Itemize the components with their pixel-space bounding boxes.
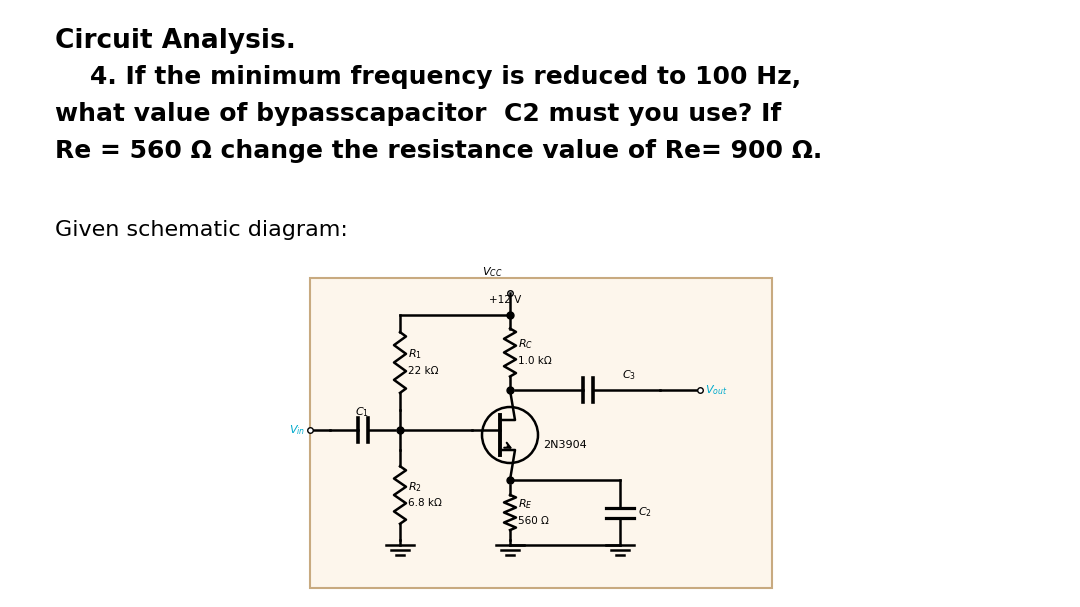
Text: 6.8 kΩ: 6.8 kΩ	[408, 498, 442, 508]
Text: +12 V: +12 V	[489, 295, 522, 305]
Text: $R_2$: $R_2$	[408, 480, 422, 494]
Text: $V_{out}$: $V_{out}$	[705, 383, 728, 397]
Text: $C_3$: $C_3$	[622, 368, 636, 382]
Text: what value of bypasscapacitor  C2 must you use? If: what value of bypasscapacitor C2 must yo…	[55, 102, 781, 126]
Text: $C_1$: $C_1$	[355, 405, 369, 419]
Text: $R_C$: $R_C$	[518, 337, 534, 351]
Text: $C_2$: $C_2$	[638, 506, 652, 520]
Text: 2N3904: 2N3904	[543, 440, 586, 450]
FancyBboxPatch shape	[310, 278, 772, 588]
Text: 560 Ω: 560 Ω	[518, 515, 549, 526]
Text: 22 kΩ: 22 kΩ	[408, 365, 438, 376]
Text: Circuit Analysis.: Circuit Analysis.	[55, 28, 296, 54]
Text: $R_1$: $R_1$	[408, 348, 422, 361]
Text: Given schematic diagram:: Given schematic diagram:	[55, 220, 348, 240]
Text: $R_E$: $R_E$	[518, 498, 532, 512]
Text: Re = 560 Ω change the resistance value of Re= 900 Ω.: Re = 560 Ω change the resistance value o…	[55, 139, 822, 163]
Text: 4. If the minimum frequency is reduced to 100 Hz,: 4. If the minimum frequency is reduced t…	[55, 65, 801, 89]
Text: $V_{in}$: $V_{in}$	[288, 423, 305, 437]
Text: 1.0 kΩ: 1.0 kΩ	[518, 356, 552, 365]
Text: $V_{CC}$: $V_{CC}$	[482, 265, 502, 279]
